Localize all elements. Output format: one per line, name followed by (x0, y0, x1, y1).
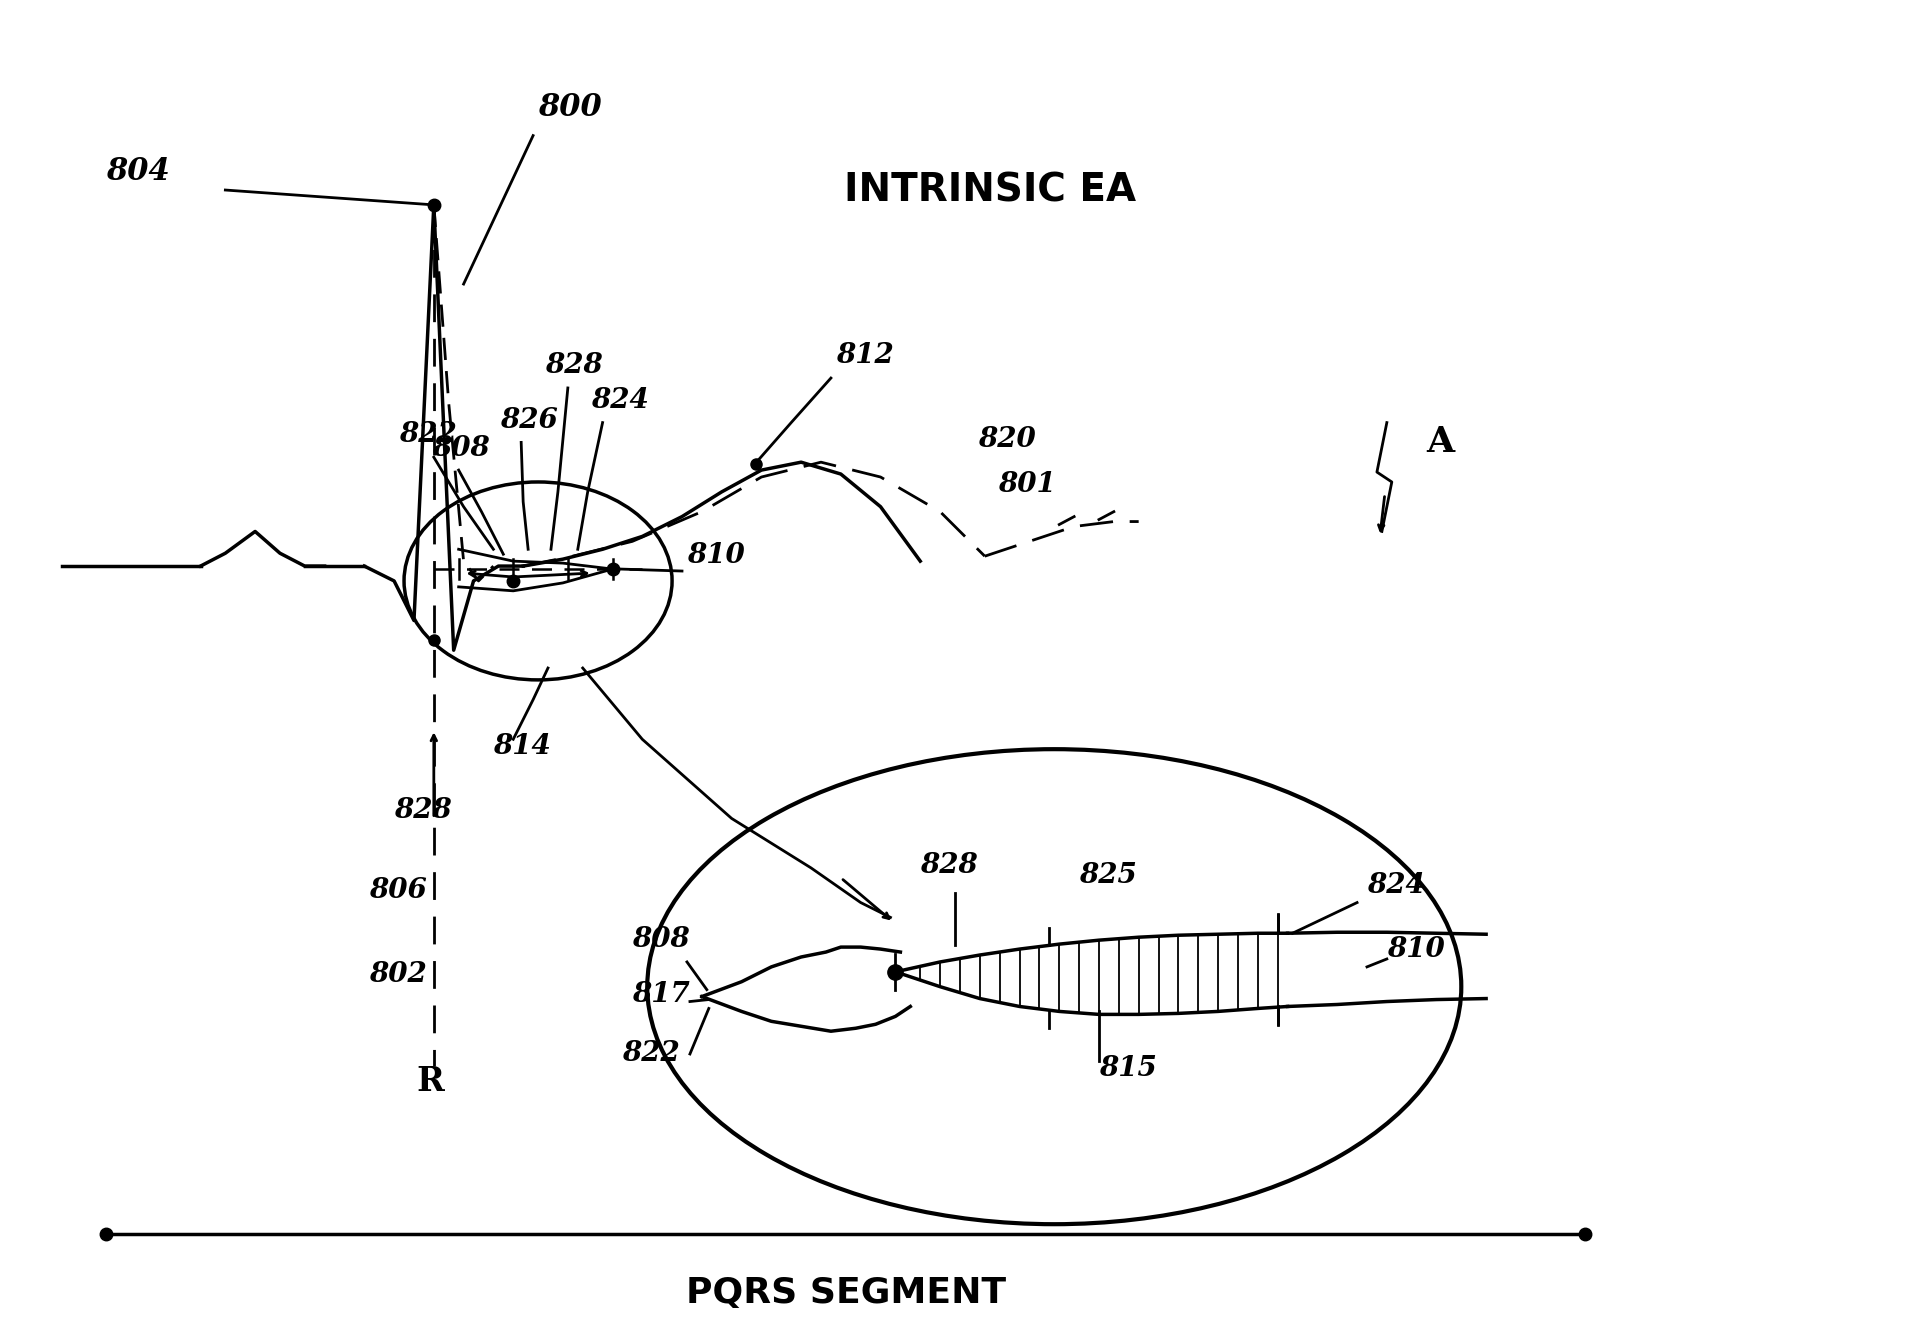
Text: 810: 810 (686, 543, 745, 570)
Text: 802: 802 (369, 961, 426, 988)
Text: PQRS SEGMENT: PQRS SEGMENT (686, 1277, 1005, 1311)
Text: INTRINSIC EA: INTRINSIC EA (843, 172, 1135, 209)
Text: 824: 824 (590, 387, 648, 414)
Text: 822: 822 (399, 421, 457, 449)
Text: 824: 824 (1366, 871, 1426, 899)
Text: 817: 817 (633, 981, 690, 1008)
Text: A: A (1426, 425, 1454, 460)
Text: 800: 800 (539, 92, 602, 123)
Text: 825: 825 (1080, 862, 1137, 888)
Text: 828: 828 (545, 352, 602, 379)
Text: 820: 820 (978, 426, 1036, 453)
Text: 808: 808 (432, 436, 489, 462)
Text: 808: 808 (633, 926, 690, 953)
Text: 806: 806 (369, 876, 426, 903)
Text: 812: 812 (835, 342, 894, 370)
Text: 814: 814 (493, 733, 550, 760)
Text: 828: 828 (394, 797, 451, 824)
Text: 815: 815 (1099, 1055, 1156, 1081)
Text: 826: 826 (501, 406, 558, 434)
Text: 810: 810 (1387, 937, 1445, 963)
Text: R: R (417, 1064, 443, 1097)
Text: 828: 828 (921, 852, 978, 879)
Text: 822: 822 (623, 1040, 680, 1067)
Text: 801: 801 (998, 470, 1055, 498)
Text: 804: 804 (107, 157, 170, 188)
